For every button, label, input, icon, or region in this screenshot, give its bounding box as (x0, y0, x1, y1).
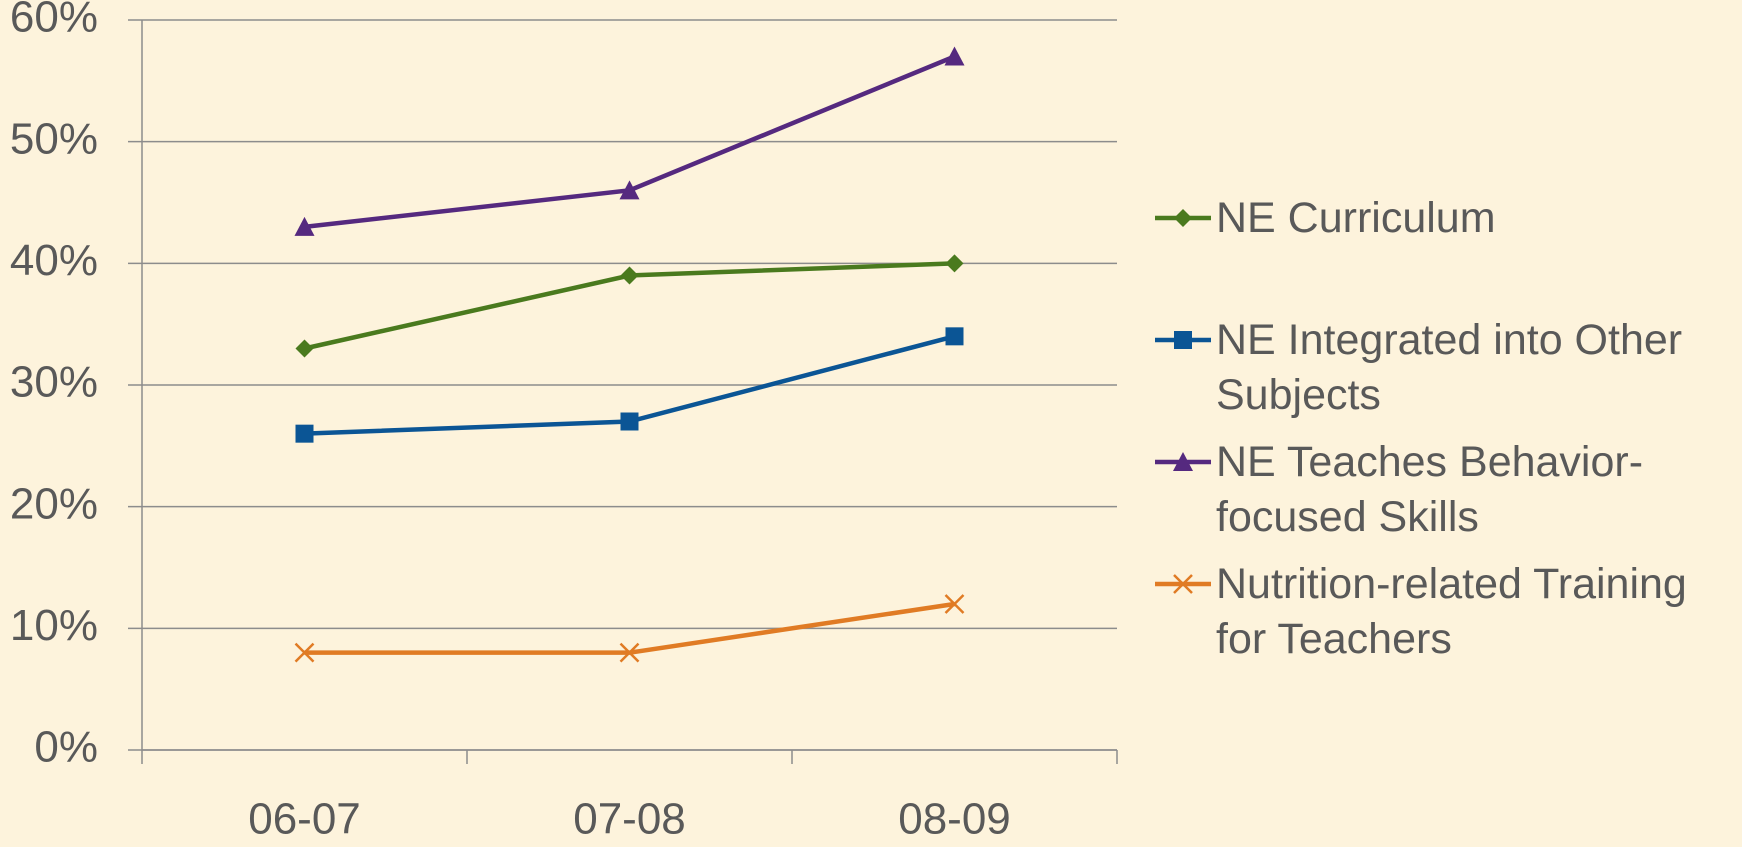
marker (295, 339, 314, 358)
legend-icon (1155, 331, 1211, 349)
legend-icon (1155, 209, 1211, 227)
marker (1173, 574, 1193, 594)
marker (619, 180, 640, 200)
y-tick-label: 20% (10, 479, 98, 528)
legend-icon (1155, 574, 1211, 594)
legend-item: NE Teaches Behavior-focused Skills (1150, 435, 1742, 545)
marker-stroke (294, 642, 315, 663)
legend-label: NE Teaches Behavior-focused Skills (1216, 438, 1644, 541)
marker (1173, 452, 1193, 471)
y-tick-label: 40% (10, 236, 98, 285)
legend-label: Nutrition-related Training for Teachers (1216, 560, 1687, 663)
marker (944, 46, 965, 66)
y-tick-label: 10% (10, 601, 98, 650)
marker (294, 216, 315, 236)
marker (944, 594, 965, 614)
legend-label: NE Curriculum (1216, 194, 1496, 242)
legend-item: Nutrition-related Training for Teachers (1150, 557, 1742, 667)
marker (295, 424, 314, 443)
y-tick-label: 30% (10, 358, 98, 407)
marker (945, 254, 964, 273)
x-tick-label: 07-08 (573, 795, 686, 844)
marker (620, 266, 639, 285)
marker (1174, 209, 1192, 227)
legend-icon (1155, 452, 1211, 471)
legend-item: NE Curriculum (1150, 191, 1742, 246)
marker-stroke (1173, 574, 1193, 594)
marker (1174, 331, 1192, 349)
x-tick-label: 06-07 (248, 795, 361, 844)
marker-stroke (619, 642, 640, 663)
marker (945, 327, 964, 346)
y-tick-label: 60% (10, 0, 98, 42)
marker (620, 412, 639, 431)
legend-item: NE Integrated into Other Subjects (1150, 313, 1742, 423)
marker (294, 642, 315, 663)
marker-stroke (944, 594, 965, 614)
x-tick-label: 08-09 (898, 795, 1011, 844)
y-tick-label: 0% (34, 723, 98, 772)
legend-label: NE Integrated into Other Subjects (1216, 316, 1683, 419)
marker (619, 642, 640, 663)
y-tick-label: 50% (10, 114, 98, 163)
